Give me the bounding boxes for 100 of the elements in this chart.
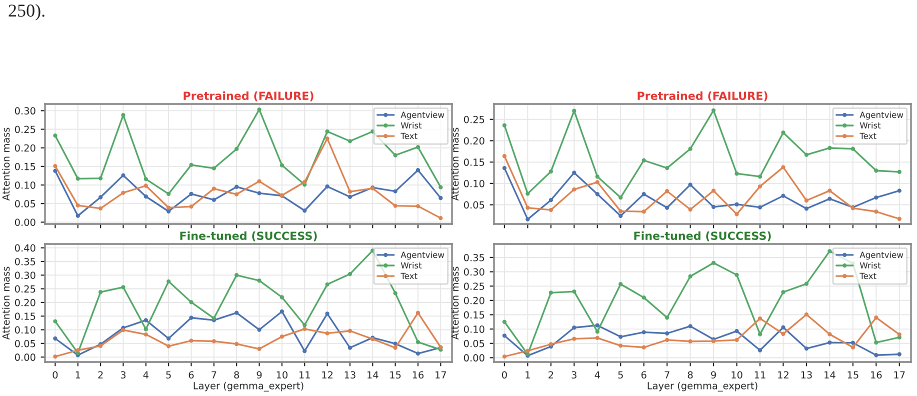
point xyxy=(850,345,856,350)
point xyxy=(711,188,716,193)
x-tick-label: 7 xyxy=(664,371,670,378)
x-tick-label: 7 xyxy=(212,371,216,378)
point xyxy=(897,352,902,356)
point xyxy=(348,139,352,144)
x-tick-label: 9 xyxy=(256,371,262,379)
point xyxy=(781,194,786,198)
y-tick-label: 0.40 xyxy=(14,244,36,252)
point xyxy=(664,338,670,342)
point xyxy=(76,348,80,352)
point xyxy=(664,166,670,170)
point xyxy=(166,192,171,196)
legend-label: Wrist xyxy=(400,262,422,269)
x-tick-label: 9 xyxy=(711,371,716,379)
point xyxy=(234,192,239,196)
point xyxy=(642,295,646,300)
y-axis-title: Attention mass xyxy=(451,128,459,201)
point xyxy=(828,340,832,345)
point xyxy=(642,192,646,196)
point xyxy=(618,344,623,348)
x-tick-label: 2 xyxy=(548,371,554,378)
point xyxy=(98,195,103,200)
x-tick-label: 17 xyxy=(436,371,446,378)
point xyxy=(758,316,762,321)
point xyxy=(144,176,148,182)
point xyxy=(257,278,262,283)
point xyxy=(502,354,507,359)
point xyxy=(526,348,530,353)
y-tick-label: 0.10 xyxy=(464,326,484,333)
point xyxy=(166,344,171,348)
y-tick-label: 0.10 xyxy=(464,180,484,188)
point xyxy=(144,184,148,188)
y-tick-label: 0.25 xyxy=(14,126,36,134)
point xyxy=(280,163,284,168)
x-tick-label: 11 xyxy=(300,371,310,378)
legend-label: Text xyxy=(860,272,876,280)
point xyxy=(53,336,58,341)
point xyxy=(595,174,600,179)
y-tick-label: 0.20 xyxy=(464,296,484,304)
legend-label: Text xyxy=(860,132,876,140)
x-tick-label: 10 xyxy=(276,371,288,379)
y-tick-label: 0.30 xyxy=(14,272,36,279)
y-tick-label: 0.10 xyxy=(14,326,36,334)
point xyxy=(189,300,194,304)
point xyxy=(548,342,553,346)
point xyxy=(325,312,330,316)
x-tick-label: 8 xyxy=(234,371,240,379)
point xyxy=(234,273,239,278)
point xyxy=(688,207,692,212)
point xyxy=(502,123,507,128)
point xyxy=(572,170,576,175)
point xyxy=(166,279,171,284)
y-tick-label: 0.15 xyxy=(14,312,36,320)
point xyxy=(234,342,239,346)
point xyxy=(121,113,126,118)
point xyxy=(874,353,878,358)
x-tick-label: 13 xyxy=(801,371,812,379)
y-tick-label: 0.15 xyxy=(464,158,484,166)
point xyxy=(642,210,646,214)
point xyxy=(166,209,171,214)
point xyxy=(502,154,507,158)
y-tick-label: 0.05 xyxy=(464,340,484,348)
point xyxy=(758,348,762,352)
point xyxy=(98,206,103,210)
point xyxy=(212,166,216,170)
x-tick-label: 12 xyxy=(778,371,788,378)
point xyxy=(688,146,692,151)
point xyxy=(121,173,126,178)
point xyxy=(189,338,194,343)
point xyxy=(393,189,398,194)
legend-label: Agentview xyxy=(860,252,904,260)
point xyxy=(828,196,832,201)
y-tick-label: 0.20 xyxy=(14,298,36,306)
point xyxy=(53,133,58,138)
point xyxy=(618,195,623,200)
point xyxy=(325,282,330,287)
point xyxy=(212,198,216,202)
point xyxy=(302,208,307,213)
point xyxy=(393,153,398,158)
point xyxy=(393,291,398,296)
point xyxy=(144,194,148,199)
point xyxy=(325,184,330,189)
point xyxy=(280,334,284,339)
point xyxy=(804,312,809,317)
point xyxy=(348,194,352,199)
x-axis-title: Layer (gemma_expert) xyxy=(648,382,758,392)
point xyxy=(257,107,262,112)
point xyxy=(688,324,692,328)
point xyxy=(438,196,443,200)
point xyxy=(416,204,420,208)
x-tick-label: 10 xyxy=(732,371,742,379)
x-tick-label: 17 xyxy=(894,371,905,378)
chart-title: Fine-tuned (SUCCESS) xyxy=(634,231,771,242)
x-tick-label: 3 xyxy=(572,371,576,379)
point xyxy=(416,351,420,356)
point xyxy=(734,328,739,334)
point xyxy=(280,295,284,300)
x-tick-label: 5 xyxy=(166,371,171,379)
y-tick-label: 0.35 xyxy=(14,258,36,266)
